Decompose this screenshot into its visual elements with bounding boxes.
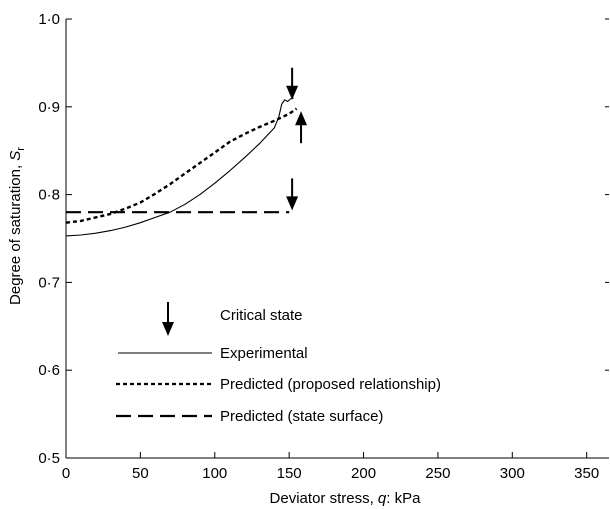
series-line-dotted [65, 107, 298, 224]
legend-label-experimental: Experimental [220, 345, 308, 362]
critical-state-arrow-up-icon [295, 111, 308, 126]
x-tick-label: 0 [62, 465, 70, 482]
legend-label-predicted-proposed: Predicted (proposed relationship) [220, 376, 441, 393]
legend-label-predicted-state-surface: Predicted (state surface) [220, 408, 383, 425]
legend-label-critical-state: Critical state [220, 307, 303, 324]
series-layer [65, 97, 298, 237]
x-axis-title-part1: Deviator stress, [270, 490, 378, 507]
tick-labels: 0 50 100 150 200 250 300 350 0·5 0·6 0·7 0·8 0·9 1·0 [38, 11, 599, 482]
legend: Critical state Experimental Predicted (p… [116, 302, 441, 425]
x-tick-label: 50 [132, 465, 149, 482]
x-tick-label: 350 [574, 465, 599, 482]
x-tick-label: 150 [277, 465, 302, 482]
legend-item-critical-state: Critical state [162, 302, 303, 336]
y-axis-title-symbol: S [7, 151, 24, 161]
x-axis-title: Deviator stress, q: kPa [270, 490, 422, 507]
legend-arrow-icon [162, 322, 174, 336]
axis-ticks [65, 18, 609, 459]
y-tick-label: 0·5 [38, 450, 60, 467]
legend-item-predicted-proposed: Predicted (proposed relationship) [116, 376, 441, 393]
x-tick-label: 300 [500, 465, 525, 482]
x-tick-label: 100 [202, 465, 227, 482]
critical-state-markers [286, 67, 308, 211]
y-tick-label: 1·0 [38, 11, 60, 28]
x-tick-label: 250 [425, 465, 450, 482]
x-axis-title-part2: : kPa [386, 490, 421, 507]
y-tick-label: 0·8 [38, 187, 60, 204]
legend-item-predicted-state-surface: Predicted (state surface) [116, 408, 383, 425]
y-tick-label: 0·7 [38, 274, 60, 291]
plot-frame [65, 19, 609, 459]
legend-item-experimental: Experimental [118, 345, 308, 362]
critical-state-arrow-down-icon [286, 196, 299, 211]
critical-state-arrow-down-icon [286, 85, 299, 100]
y-tick-label: 0·6 [38, 362, 60, 379]
y-axis-title-part1: Degree of saturation, [7, 161, 24, 305]
y-axis-title: Degree of saturation, Sr [7, 147, 27, 305]
x-tick-label: 200 [351, 465, 376, 482]
series-line-solid [65, 97, 294, 237]
y-tick-label: 0·9 [38, 99, 60, 116]
y-axis-title-subscript: r [15, 147, 27, 151]
x-axis-title-symbol: q [378, 490, 387, 507]
